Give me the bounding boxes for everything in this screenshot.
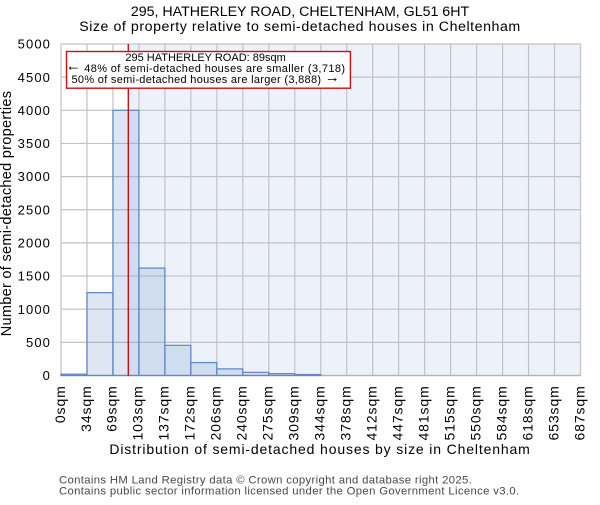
svg-text:653sqm: 653sqm	[545, 385, 561, 440]
svg-text:4000: 4000	[18, 103, 51, 118]
svg-text:618sqm: 618sqm	[519, 385, 535, 440]
svg-text:0sqm: 0sqm	[52, 385, 68, 423]
svg-text:1500: 1500	[18, 269, 51, 284]
svg-text:447sqm: 447sqm	[389, 385, 405, 440]
svg-text:378sqm: 378sqm	[338, 385, 354, 440]
svg-text:5000: 5000	[18, 37, 51, 52]
svg-text:3500: 3500	[18, 136, 51, 151]
svg-text:Distribution of semi-detached: Distribution of semi-detached houses by …	[109, 441, 530, 457]
svg-text:50% of semi-detached houses ar: 50% of semi-detached houses are larger (…	[72, 69, 340, 86]
svg-text:500: 500	[26, 335, 51, 350]
svg-text:412sqm: 412sqm	[364, 385, 380, 440]
svg-text:584sqm: 584sqm	[493, 385, 509, 440]
svg-text:1000: 1000	[18, 302, 51, 317]
svg-text:3000: 3000	[18, 169, 51, 184]
svg-text:295, HATHERLEY ROAD, CHELTENHA: 295, HATHERLEY ROAD, CHELTENHAM, GL51 6H…	[131, 4, 470, 20]
svg-text:240sqm: 240sqm	[234, 385, 250, 440]
svg-text:2500: 2500	[18, 202, 51, 217]
svg-text:515sqm: 515sqm	[441, 385, 457, 440]
svg-text:344sqm: 344sqm	[312, 385, 328, 440]
svg-text:Size of property relative to s: Size of property relative to semi-detach…	[79, 19, 521, 35]
svg-text:103sqm: 103sqm	[130, 385, 146, 440]
svg-text:687sqm: 687sqm	[571, 385, 587, 440]
svg-text:34sqm: 34sqm	[78, 385, 94, 432]
svg-text:206sqm: 206sqm	[208, 385, 224, 440]
svg-text:← 48% of semi-detached houses: ← 48% of semi-detached houses are smalle…	[66, 58, 346, 75]
svg-text:0: 0	[43, 368, 51, 383]
svg-text:550sqm: 550sqm	[467, 385, 483, 440]
svg-text:481sqm: 481sqm	[415, 385, 431, 440]
svg-text:4500: 4500	[18, 70, 51, 85]
svg-text:Contains public sector informa: Contains public sector information licen…	[59, 485, 519, 497]
svg-text:295 HATHERLEY ROAD: 89sqm: 295 HATHERLEY ROAD: 89sqm	[125, 52, 285, 64]
svg-text:Number of semi-detached proper: Number of semi-detached properties	[0, 91, 15, 337]
svg-text:309sqm: 309sqm	[286, 385, 302, 440]
svg-text:275sqm: 275sqm	[260, 385, 276, 440]
svg-text:137sqm: 137sqm	[156, 385, 172, 440]
svg-text:69sqm: 69sqm	[104, 385, 120, 432]
svg-text:Contains HM Land Registry data: Contains HM Land Registry data © Crown c…	[59, 474, 472, 486]
svg-text:2000: 2000	[18, 236, 51, 251]
svg-text:172sqm: 172sqm	[182, 385, 198, 440]
